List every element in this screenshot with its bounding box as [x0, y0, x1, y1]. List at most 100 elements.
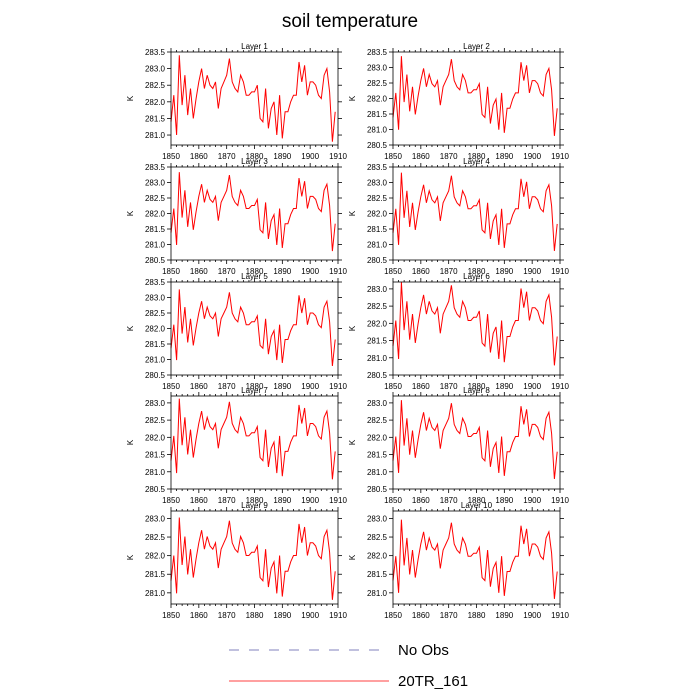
x-tick-label: 1870 — [440, 496, 458, 505]
x-tick-label: 1890 — [273, 267, 291, 276]
y-tick-label: 283.5 — [145, 48, 166, 57]
x-tick-label: 1870 — [440, 611, 458, 620]
x-tick-label: 1870 — [218, 496, 236, 505]
x-tick-label: 1850 — [162, 496, 180, 505]
y-axis-label: K — [348, 554, 357, 560]
y-tick-label: 283.0 — [145, 399, 166, 408]
y-tick-label: 283.0 — [367, 179, 388, 188]
series-line-20TR_161 — [170, 172, 336, 252]
y-tick-label: 281.0 — [367, 241, 388, 250]
y-tick-label: 281.0 — [367, 589, 388, 598]
x-tick-label: 1910 — [551, 496, 569, 505]
x-tick-label: 1890 — [273, 152, 291, 161]
x-tick-label: 1850 — [162, 611, 180, 620]
panel-title: Layer 3 — [241, 157, 268, 166]
x-tick-label: 1910 — [329, 152, 347, 161]
x-tick-label: 1900 — [523, 152, 541, 161]
x-tick-label: 1880 — [246, 152, 264, 161]
x-tick-label: 1880 — [468, 496, 486, 505]
y-tick-label: 282.5 — [367, 533, 388, 542]
x-tick-label: 1900 — [301, 267, 319, 276]
y-tick-label: 283.0 — [145, 514, 166, 523]
y-axis-label: K — [126, 210, 135, 216]
panel-title: Layer 9 — [241, 501, 268, 510]
y-axis-label: K — [126, 439, 135, 445]
x-tick-label: 1890 — [495, 611, 513, 620]
panel-title: Layer 2 — [463, 42, 490, 51]
x-tick-label: 1910 — [329, 496, 347, 505]
x-tick-label: 1890 — [273, 382, 291, 391]
series-line-20TR_161 — [170, 398, 336, 480]
y-tick-label: 282.0 — [367, 319, 388, 328]
x-tick-label: 1860 — [412, 267, 430, 276]
y-tick-label: 281.5 — [367, 451, 388, 460]
series-line-20TR_161 — [392, 519, 558, 599]
y-tick-label: 281.0 — [145, 468, 166, 477]
series-line-20TR_161 — [392, 400, 558, 480]
y-axis-label: K — [348, 210, 357, 216]
plot-frame — [392, 166, 561, 261]
y-tick-label: 282.0 — [145, 325, 166, 334]
plot-frame — [392, 281, 561, 376]
y-tick-label: 281.5 — [145, 340, 166, 349]
series-line-20TR_161 — [170, 289, 336, 367]
x-tick-label: 1880 — [468, 611, 486, 620]
panel-title: Layer 4 — [463, 157, 490, 166]
y-tick-label: 282.0 — [145, 98, 166, 107]
y-tick-label: 282.0 — [145, 210, 166, 219]
y-tick-label: 281.0 — [145, 589, 166, 598]
series-line-20TR_161 — [170, 517, 336, 600]
panels-grid: Layer 1 K 281.0 281.5 282.0 282.5 283.0 283.5 18… — [126, 42, 569, 620]
x-tick-label: 1880 — [468, 152, 486, 161]
y-tick-label: 283.5 — [367, 48, 388, 57]
x-tick-label: 1890 — [273, 611, 291, 620]
x-tick-label: 1850 — [384, 611, 402, 620]
series-line-20TR_161 — [392, 56, 558, 136]
x-tick-label: 1880 — [246, 267, 264, 276]
x-tick-label: 1910 — [551, 152, 569, 161]
panel-layer-2: Layer 2 K 280.5 281.0 281.5 282.0 282.5 283.0 28… — [348, 42, 569, 161]
y-tick-label: 282.5 — [367, 79, 388, 88]
plot-frame — [170, 166, 339, 261]
y-tick-label: 283.0 — [145, 179, 166, 188]
y-axis-label: K — [348, 325, 357, 331]
panel-layer-9: Layer 9 K 281.0 281.5 282.0 282.5 283.0 1850 186… — [126, 501, 347, 620]
x-tick-label: 1910 — [551, 382, 569, 391]
y-tick-label: 282.5 — [367, 302, 388, 311]
series-line-20TR_161 — [170, 55, 336, 142]
series-line-20TR_161 — [392, 282, 558, 366]
x-tick-label: 1890 — [273, 496, 291, 505]
x-tick-label: 1910 — [551, 611, 569, 620]
y-tick-label: 281.5 — [145, 570, 166, 579]
legend: No Obs 20TR_161 — [229, 642, 468, 690]
x-tick-label: 1860 — [412, 611, 430, 620]
x-tick-label: 1910 — [329, 611, 347, 620]
x-tick-label: 1910 — [329, 267, 347, 276]
y-tick-label: 283.0 — [367, 64, 388, 73]
y-tick-label: 280.5 — [367, 256, 388, 265]
y-axis-label: K — [126, 95, 135, 101]
y-tick-label: 282.5 — [145, 194, 166, 203]
panel-layer-4: Layer 4 K 280.5 281.0 281.5 282.0 282.5 283.0 28… — [348, 157, 569, 276]
x-tick-label: 1900 — [301, 382, 319, 391]
panel-layer-5: Layer 5 K 280.5 281.0 281.5 282.0 282.5 283.0 28… — [126, 272, 347, 391]
x-tick-label: 1910 — [329, 382, 347, 391]
x-tick-label: 1860 — [190, 382, 208, 391]
y-tick-label: 280.5 — [145, 485, 166, 494]
plot-frame — [170, 510, 339, 605]
x-tick-label: 1860 — [190, 496, 208, 505]
x-tick-label: 1860 — [190, 152, 208, 161]
y-tick-label: 280.5 — [145, 256, 166, 265]
x-tick-label: 1880 — [246, 382, 264, 391]
y-tick-label: 283.5 — [145, 278, 166, 287]
x-tick-label: 1870 — [218, 382, 236, 391]
panel-title: Layer 10 — [461, 501, 493, 510]
y-tick-label: 280.5 — [367, 371, 388, 380]
plot-frame — [170, 395, 339, 490]
x-tick-label: 1890 — [495, 382, 513, 391]
x-tick-label: 1900 — [301, 611, 319, 620]
panel-title: Layer 1 — [241, 42, 268, 51]
y-tick-label: 282.0 — [367, 552, 388, 561]
y-tick-label: 283.0 — [367, 514, 388, 523]
